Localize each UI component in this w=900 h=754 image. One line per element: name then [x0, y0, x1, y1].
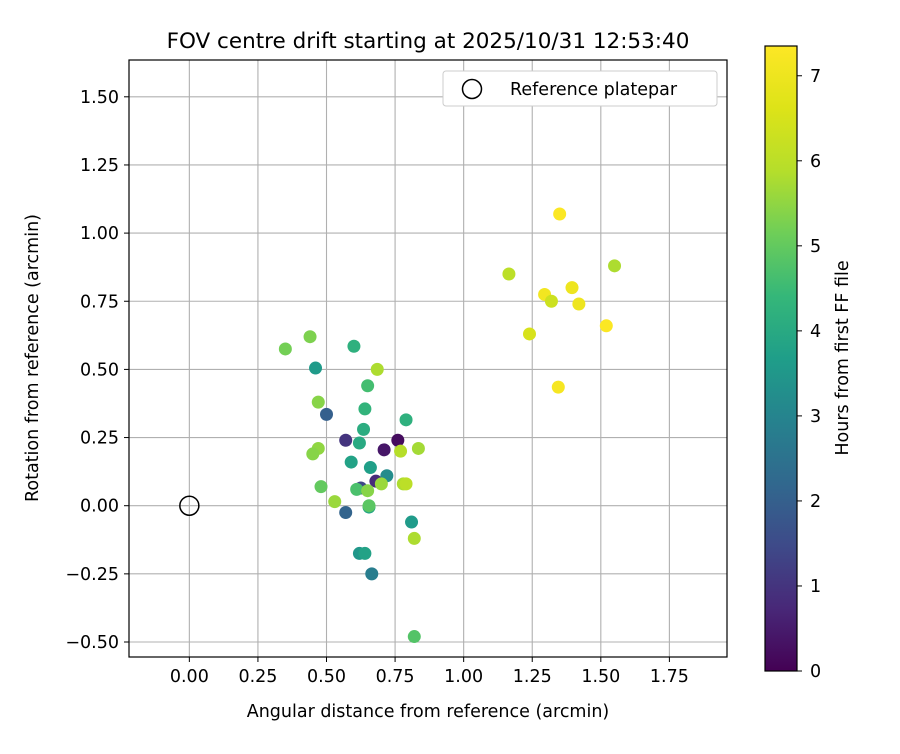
data-point: [407, 531, 421, 545]
plot-background: [129, 60, 727, 657]
x-tick-label: 1.50: [581, 667, 620, 687]
data-point: [399, 477, 413, 491]
data-point: [502, 267, 516, 281]
x-tick-label: 0.75: [376, 667, 415, 687]
legend-label: Reference platepar: [510, 80, 678, 100]
data-point: [357, 422, 371, 436]
data-point: [407, 630, 421, 644]
data-point: [391, 433, 405, 447]
data-point: [328, 495, 342, 509]
colorbar-tick-label: 7: [810, 67, 821, 87]
colorbar-gradient: [765, 46, 797, 671]
data-point: [278, 342, 292, 356]
data-point: [405, 515, 419, 529]
data-point: [572, 297, 586, 311]
data-point: [339, 506, 353, 520]
colorbar-ticks: 0 1 2 3 4 5 6 7: [797, 67, 821, 682]
data-point: [361, 379, 375, 393]
y-tick-label: 1.50: [80, 88, 119, 108]
data-point: [303, 330, 317, 344]
data-point: [365, 567, 379, 581]
x-axis-label: Angular distance from reference (arcmin): [247, 702, 610, 722]
data-point: [320, 407, 334, 421]
data-point: [608, 259, 622, 273]
data-point: [544, 294, 558, 308]
plot-frame: [128, 59, 728, 658]
data-point: [358, 402, 372, 416]
x-tick-label: 0.50: [307, 667, 346, 687]
data-point: [551, 380, 565, 394]
y-tick-label: −0.50: [65, 633, 119, 653]
y-tick-label: −0.25: [65, 565, 119, 585]
y-tick-label: 0.50: [80, 360, 119, 380]
y-axis-ticks: −0.50 −0.25 0.00 0.25 0.50 0.75 1.00 1.25 1.50: [65, 88, 129, 653]
colorbar-tick-label: 1: [810, 577, 821, 597]
x-axis-ticks: 0.00 0.25 0.50 0.75 1.00 1.25 1.50 1.75: [170, 657, 689, 687]
data-point: [411, 441, 425, 455]
data-point: [350, 482, 364, 496]
chart-title: FOV centre drift starting at 2025/10/31 …: [167, 29, 690, 54]
colorbar-tick-label: 4: [810, 322, 821, 342]
data-point: [361, 484, 375, 498]
data-point: [377, 443, 391, 457]
data-point: [374, 477, 388, 491]
legend: Reference platepar: [442, 70, 718, 107]
x-tick-label: 0.00: [170, 667, 209, 687]
legend-box: [442, 70, 718, 107]
x-tick-label: 1.75: [650, 667, 689, 687]
data-points: [278, 207, 622, 644]
y-tick-label: 1.25: [80, 156, 119, 176]
grid-lines: [129, 60, 727, 657]
colorbar-label: Hours from first FF file: [833, 260, 853, 455]
y-tick-label: 0.25: [80, 429, 119, 449]
y-axis-label: Rotation from reference (arcmin): [23, 214, 43, 502]
data-point: [362, 499, 376, 513]
data-point: [599, 319, 613, 333]
legend-marker-icon: [461, 78, 483, 100]
x-tick-label: 0.25: [238, 667, 277, 687]
colorbar-frame: [764, 45, 798, 672]
data-point: [306, 447, 320, 461]
data-point: [565, 281, 579, 295]
reference-platepar-marker: [179, 495, 200, 516]
data-point: [553, 207, 567, 221]
y-tick-label: 1.00: [80, 224, 119, 244]
data-point: [399, 413, 413, 427]
data-point: [522, 327, 536, 341]
x-tick-label: 1.25: [513, 667, 552, 687]
data-point: [370, 362, 384, 376]
data-point: [394, 444, 408, 458]
data-point: [344, 455, 358, 469]
data-point: [314, 480, 328, 494]
y-tick-label: 0.00: [80, 497, 119, 517]
colorbar-tick-label: 2: [810, 492, 821, 512]
data-point: [311, 395, 325, 409]
data-point: [339, 433, 353, 447]
colorbar-tick-label: 3: [810, 407, 821, 427]
colorbar-tick-label: 6: [810, 152, 821, 172]
data-point: [363, 461, 377, 475]
data-point: [352, 436, 366, 450]
colorbar-tick-label: 0: [810, 662, 821, 682]
data-point: [347, 339, 361, 353]
x-tick-label: 1.00: [444, 667, 483, 687]
data-point: [358, 546, 372, 560]
data-point: [309, 361, 323, 375]
colorbar-tick-label: 5: [810, 237, 821, 257]
y-tick-label: 0.75: [80, 292, 119, 312]
